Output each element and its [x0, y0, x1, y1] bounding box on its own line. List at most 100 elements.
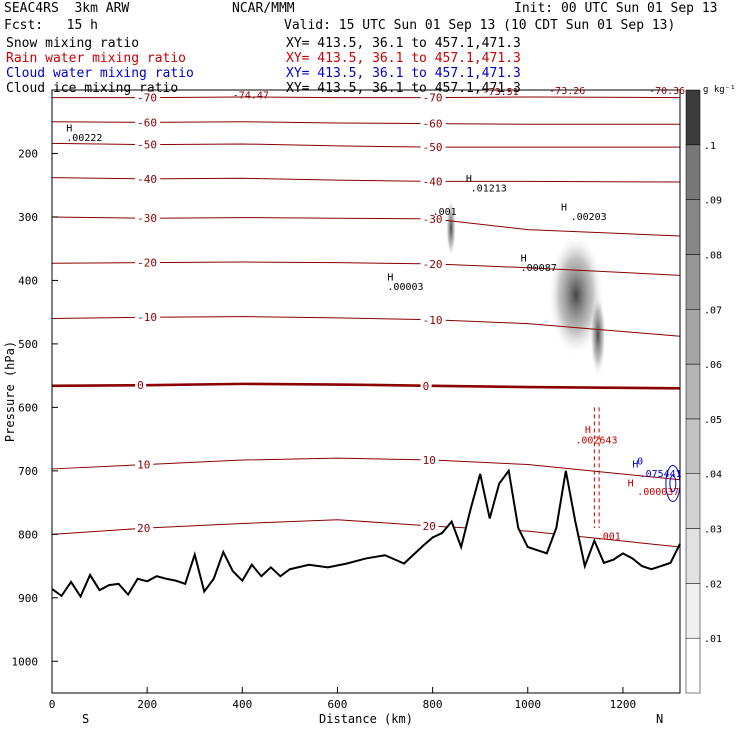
- contour-annotation: H: [521, 253, 527, 264]
- colorbar-swatch: [685, 89, 701, 146]
- contour-annotation: -73.51: [483, 87, 519, 98]
- isotherm-label: -10: [137, 311, 157, 324]
- temperature-isotherms: -70 -70 -60 -60 -50 -50 -40 -40 -30 -30 -20 -20 -10 -…: [51, 91, 681, 548]
- isotherm-label-bg: [135, 172, 161, 185]
- annotations: -74.47 -73.51 -73.26 -70.36H.00222H.01213.0…: [66, 86, 685, 543]
- isotherm-label-bg: [135, 379, 147, 392]
- isotherm-label-bg: [135, 311, 161, 324]
- valid-time: Valid: 15 UTC Sun 01 Sep 13 (10 CDT Sun …: [284, 18, 676, 33]
- colorbar: .01 .02 .03 .04 .05 .06 .07 .08 .09 .1 g kg⁻¹: [685, 85, 736, 694]
- isotherm-label: 10: [423, 454, 436, 467]
- colorbar-swatch: [685, 254, 701, 310]
- x-tick-label: 600: [328, 698, 348, 711]
- isotherm-label-bg: [420, 454, 439, 467]
- contour-annotation: .000037: [637, 487, 679, 498]
- isotherm-label: -50: [423, 141, 443, 154]
- model-title: SEAC4RS 3km ARW: [4, 1, 130, 16]
- forecast-hour: Fcst: 15 h: [4, 18, 98, 33]
- hydrometeor-shading: [446, 198, 606, 377]
- isotherm-label-bg: [420, 141, 446, 154]
- isotherm-label-bg: [135, 138, 161, 151]
- x-tick-label: 1200: [610, 698, 637, 711]
- isotherm-label-bg: [135, 521, 154, 534]
- colorbar-label: .05: [704, 415, 722, 426]
- isotherm-label: -40: [137, 173, 157, 186]
- isotherm-label: 10: [137, 458, 150, 471]
- isotherm-label-bg: [135, 91, 161, 104]
- cloudwater-contour: [669, 475, 677, 493]
- contour-annotation: H: [387, 272, 393, 283]
- y-axis-title: Pressure (hPa): [3, 341, 17, 442]
- x-tick-label: 1000: [515, 698, 542, 711]
- field-rain-xy: XY= 413.5, 36.1 to 457.1,471.3: [286, 51, 521, 66]
- isotherm-label-bg: [420, 117, 446, 130]
- y-tick-label: 800: [18, 528, 38, 541]
- y-tick-label: 300: [18, 211, 38, 224]
- contour-annotation: .001: [433, 207, 457, 218]
- plot-frame: [51, 89, 681, 694]
- colorbar-label: .02: [704, 579, 722, 590]
- isotherm-label-bg: [420, 175, 446, 188]
- colorbar-label: .07: [704, 305, 722, 316]
- x-tick-label: 800: [423, 698, 443, 711]
- contour-annotation: H: [66, 123, 72, 134]
- init-time: Init: 00 UTC Sun 01 Sep 13: [514, 1, 718, 16]
- isotherm-label: -70: [423, 92, 443, 105]
- isotherm-label-bg: [420, 257, 446, 270]
- isotherm-label-bg: [420, 379, 432, 392]
- y-tick-label: 400: [18, 274, 38, 287]
- isotherm-label: -60: [423, 118, 443, 131]
- plot-axes: 0 200 400 600 800 1000 12002003004005006007008…: [3, 89, 681, 726]
- colorbar-swatch: [685, 199, 701, 255]
- contour-annotation: H: [632, 460, 638, 471]
- isotherm-label: 0: [137, 379, 144, 392]
- contour-annotation: .01213: [471, 184, 507, 195]
- y-tick-label: 1000: [12, 655, 39, 668]
- isotherm-label: 20: [137, 522, 150, 535]
- x-tick-label: 400: [232, 698, 252, 711]
- isotherm-label-bg: [135, 116, 161, 129]
- colorbar-swatch: [685, 583, 701, 639]
- colorbar-unit: g kg⁻¹: [703, 85, 736, 95]
- x-tick-label: 200: [137, 698, 157, 711]
- y-tick-label: 500: [18, 338, 38, 351]
- terrain-line: [51, 468, 681, 599]
- isotherm-label-bg: [420, 91, 446, 104]
- colorbar-swatch: [685, 144, 701, 200]
- field-cloudwater-name: Cloud water mixing ratio: [6, 66, 194, 81]
- contour-annotation: .00203: [571, 212, 607, 223]
- contour-annotation: H: [561, 203, 567, 214]
- contour-annotation: .075441: [640, 469, 682, 480]
- isotherm-label: -30: [423, 213, 443, 226]
- snow-shading-upper: [446, 198, 456, 258]
- y-tick-label: 700: [18, 465, 38, 478]
- x-axis-title: Distance (km): [319, 712, 413, 726]
- contour-annotation: H: [466, 174, 472, 185]
- isotherm-label-bg: [420, 313, 446, 326]
- x-tick-label: 0: [49, 698, 56, 711]
- field-cloudice-name: Cloud ice mixing ratio: [6, 81, 179, 96]
- isotherm-label: -50: [137, 139, 157, 152]
- y-tick-label: 200: [18, 147, 38, 160]
- contour-annotation: -74.47: [233, 90, 269, 101]
- isotherm-label: -40: [423, 175, 443, 188]
- colorbar-label: .1: [704, 141, 716, 152]
- colorbar-label: .03: [704, 525, 722, 536]
- contour-annotation: -70.36: [649, 86, 685, 97]
- org-label: NCAR/MMM: [232, 1, 295, 16]
- contour-annotation: .001: [597, 531, 621, 542]
- isotherm-label: 0: [423, 380, 430, 393]
- contour-annotation: .00003: [387, 282, 423, 293]
- isotherm-label: -60: [137, 116, 157, 129]
- isotherm-label-bg: [135, 256, 161, 269]
- colorbar-label: .04: [704, 470, 722, 481]
- isotherm-line: [51, 382, 681, 390]
- isotherm-label-bg: [420, 520, 439, 533]
- terrain-layer: [51, 407, 681, 693]
- y-tick-label: 600: [18, 401, 38, 414]
- contour-annotation: -73.26: [549, 86, 585, 97]
- colorbar-label: .01: [704, 634, 722, 645]
- field-cloudice-xy: XY= 413.5, 36.1 to 457.1,471.3: [286, 81, 521, 96]
- field-cloudwater-xy: XY= 413.5, 36.1 to 457.1,471.3: [286, 66, 521, 81]
